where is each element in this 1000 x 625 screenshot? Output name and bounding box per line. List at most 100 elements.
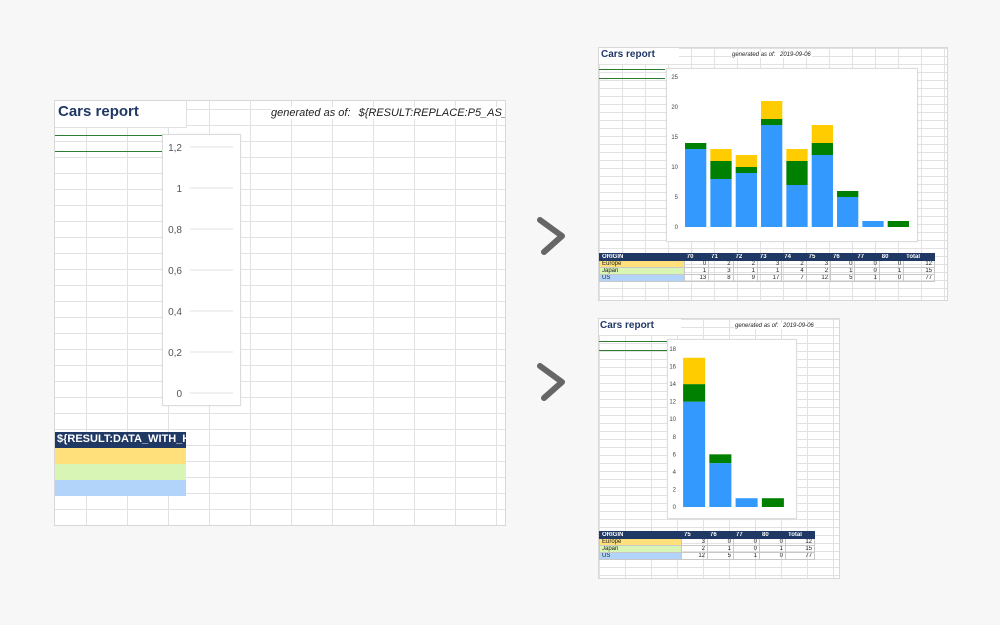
bar-segment[interactable]	[735, 498, 758, 507]
value-cell[interactable]: 77	[785, 552, 815, 560]
value-cell[interactable]: 13	[683, 274, 710, 282]
value-cell[interactable]: 7	[781, 274, 807, 282]
bar-segment[interactable]	[811, 143, 833, 155]
value-cell[interactable]: 17	[756, 274, 783, 282]
bar-segment[interactable]	[710, 161, 732, 179]
bar-segment[interactable]	[685, 143, 707, 149]
bar-segment[interactable]	[761, 125, 783, 227]
value-cell[interactable]: 15	[785, 545, 815, 553]
table-row: Japan 1 3 1 1 4 2 1 0 1 15	[599, 267, 935, 275]
value-cell[interactable]: 2	[781, 260, 807, 268]
value-cell[interactable]: 1	[732, 267, 758, 275]
value-cell[interactable]: 3	[681, 538, 708, 546]
bar-segment[interactable]	[837, 191, 859, 197]
value-cell[interactable]: 1	[854, 274, 880, 282]
origin-cell[interactable]: US	[599, 274, 685, 282]
table-row: US 12 5 1 0 77	[599, 552, 815, 560]
value-cell[interactable]: 1	[683, 267, 710, 275]
bar-segment[interactable]	[862, 221, 884, 227]
value-cell[interactable]: 0	[759, 552, 786, 560]
value-cell[interactable]: 0	[733, 545, 760, 553]
bar-segment[interactable]	[761, 119, 783, 125]
value-cell[interactable]: 15	[903, 267, 935, 275]
bar-segment[interactable]	[683, 357, 706, 385]
origin-cell[interactable]: Europe	[599, 538, 682, 546]
bar-segment[interactable]	[685, 149, 707, 227]
axis-tick-label: 0	[176, 389, 182, 400]
bar-segment[interactable]	[786, 149, 808, 161]
value-cell[interactable]: 2	[708, 260, 734, 268]
column-header: 71	[708, 253, 734, 261]
bar-segment[interactable]	[735, 155, 757, 167]
bar-segment[interactable]	[710, 179, 732, 227]
value-cell[interactable]: 5	[707, 552, 734, 560]
y-tick-label: 10	[669, 417, 676, 423]
report-full-chart[interactable]: 0 5 10 15 20 25	[666, 68, 918, 242]
table-header-row: ORIGIN 70 71 72 73 74 75 76 77 80 Total	[599, 253, 935, 261]
table-header-row: ORIGIN 75 76 77 80 Total	[599, 531, 815, 539]
template-chart-placeholder[interactable]: 1,2 1 0,8 0,6 0,4 0,2 0	[162, 134, 241, 406]
value-cell[interactable]: 3	[708, 267, 734, 275]
bar-segment[interactable]	[683, 384, 706, 402]
origin-cell[interactable]: US	[599, 552, 682, 560]
y-tick-label: 6	[673, 452, 677, 458]
bar-segment[interactable]	[761, 498, 784, 507]
bar-segment[interactable]	[786, 161, 808, 185]
value-cell[interactable]: 12	[903, 260, 935, 268]
value-cell[interactable]: 0	[878, 274, 905, 282]
origin-cell[interactable]: Japan	[599, 545, 682, 553]
value-cell[interactable]: 12	[805, 274, 832, 282]
bar-segment[interactable]	[709, 454, 732, 464]
axis-tick-label: 0,2	[168, 348, 182, 359]
bar-segment[interactable]	[735, 173, 757, 227]
bar-segment[interactable]	[710, 149, 732, 161]
value-cell[interactable]: 1	[707, 545, 734, 553]
value-cell[interactable]: 77	[903, 274, 935, 282]
bar-segment[interactable]	[761, 101, 783, 119]
bar-segment[interactable]	[811, 125, 833, 143]
value-cell[interactable]: 0	[854, 267, 880, 275]
origin-cell[interactable]: Europe	[599, 260, 685, 268]
report-filtered-chart[interactable]: 0 2 4 6 8 10 12 14 16 18	[667, 339, 797, 519]
value-cell[interactable]: 1	[756, 267, 783, 275]
value-cell[interactable]: 9	[732, 274, 758, 282]
column-header: 80	[759, 531, 786, 539]
bar-segment[interactable]	[837, 197, 859, 227]
value-cell[interactable]: 5	[830, 274, 856, 282]
value-cell[interactable]: 12	[785, 538, 815, 546]
bar-segment[interactable]	[786, 185, 808, 227]
value-cell[interactable]: 2	[732, 260, 758, 268]
value-cell[interactable]: 0	[733, 538, 760, 546]
value-cell[interactable]: 8	[708, 274, 734, 282]
value-cell[interactable]: 0	[759, 538, 786, 546]
y-tick-label: 20	[671, 105, 678, 111]
value-cell[interactable]: 0	[878, 260, 905, 268]
value-cell[interactable]: 0	[707, 538, 734, 546]
bar-segment[interactable]	[709, 463, 732, 507]
value-cell[interactable]: 0	[830, 260, 856, 268]
template-title-cell	[55, 101, 187, 128]
bar-segment[interactable]	[887, 221, 909, 227]
table-row: Europe 0 2 2 3 2 3 0 0 0 12	[599, 260, 935, 268]
value-cell[interactable]: 12	[681, 552, 708, 560]
chevron-right-icon	[537, 363, 565, 401]
value-cell[interactable]: 1	[733, 552, 760, 560]
bar-segment[interactable]	[811, 155, 833, 227]
value-cell[interactable]: 3	[805, 260, 832, 268]
value-cell[interactable]: 0	[683, 260, 710, 268]
template-row-japan	[55, 464, 186, 480]
value-cell[interactable]: 1	[830, 267, 856, 275]
value-cell[interactable]: 0	[854, 260, 880, 268]
column-header: 80	[878, 253, 905, 261]
column-header: 76	[830, 253, 856, 261]
value-cell[interactable]: 1	[878, 267, 905, 275]
bar-segment[interactable]	[735, 167, 757, 173]
bar-segment[interactable]	[683, 401, 706, 507]
value-cell[interactable]: 4	[781, 267, 807, 275]
origin-cell[interactable]: Japan	[599, 267, 685, 275]
value-cell[interactable]: 1	[759, 545, 786, 553]
value-cell[interactable]: 2	[805, 267, 832, 275]
column-header: Total	[785, 531, 815, 539]
value-cell[interactable]: 2	[681, 545, 708, 553]
value-cell[interactable]: 3	[756, 260, 783, 268]
